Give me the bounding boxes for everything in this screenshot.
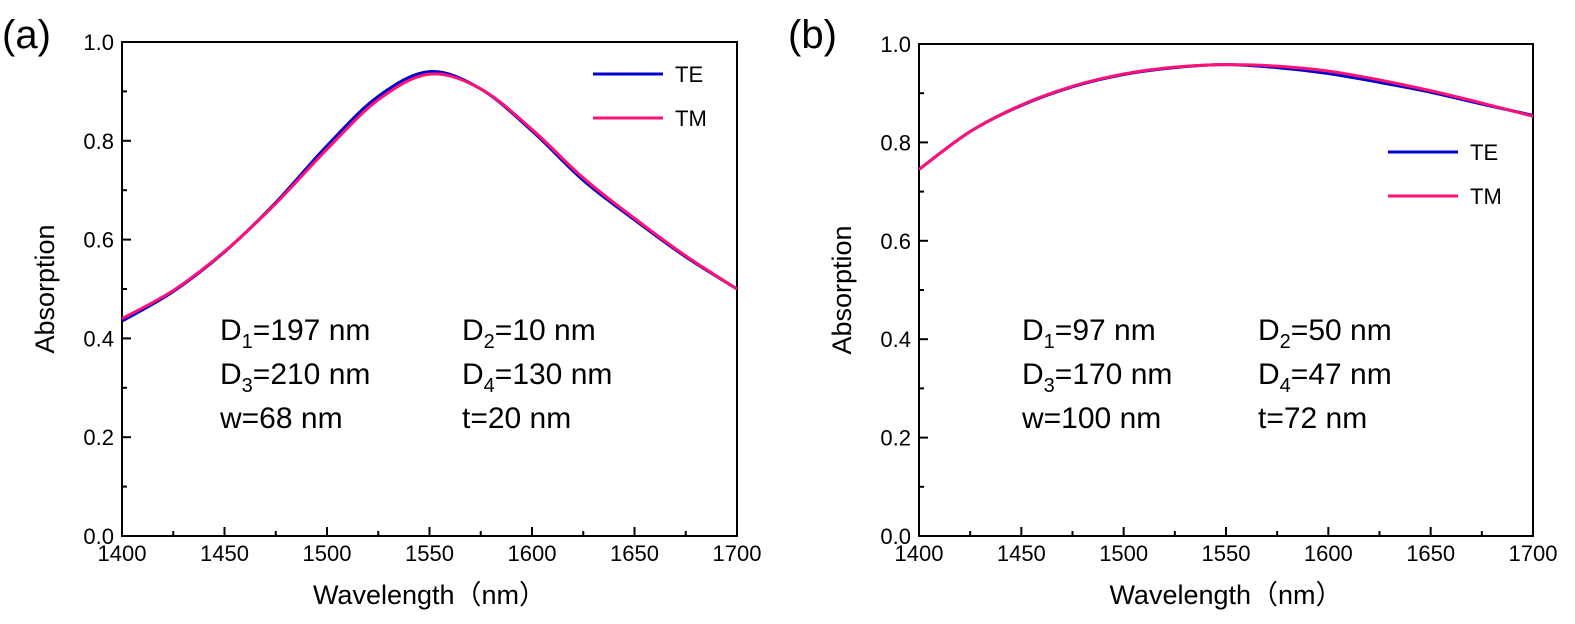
x-tick-label: 1450 [997, 541, 1046, 566]
param-subscript: 3 [1044, 375, 1055, 397]
y-axis-title: Absorption [30, 224, 60, 353]
param-rest: =130 nm [495, 358, 613, 391]
y-tick-label: 0.8 [880, 130, 911, 155]
param-base: D [1022, 314, 1044, 347]
y-tick-label: 0.6 [880, 229, 911, 254]
panel-1: (b) 1400 1450 1500 1550 1600 1650 1700 0.0 0.2 0.4… [788, 13, 1557, 610]
param-rest: =210 nm [253, 358, 371, 391]
x-tick-label: 1600 [1304, 541, 1353, 566]
x-axis-title: Wavelength（nm） [313, 580, 546, 610]
series-line-te [121, 70, 738, 323]
y-axis-title: Absorption [827, 225, 857, 354]
panel-label: (a) [2, 13, 51, 57]
param-base: D [1022, 358, 1044, 391]
param-subscript: 4 [1280, 375, 1291, 397]
param-subscript: 1 [242, 331, 253, 353]
x-tick-label: 1550 [1202, 541, 1251, 566]
param-rest: =50 nm [1291, 314, 1392, 347]
param-base: w=68 nm [219, 402, 343, 435]
x-tick-label: 1700 [713, 541, 762, 566]
series-line-tm [121, 72, 738, 320]
parameter-annotation: w=100 nm [1021, 402, 1161, 435]
panel-label: (b) [788, 13, 837, 57]
param-base: D [462, 314, 484, 347]
y-tick-label: 0.0 [880, 524, 911, 549]
parameter-annotation: D3=170 nm [1022, 358, 1172, 397]
param-rest: =47 nm [1291, 358, 1392, 391]
legend-label-te: TE [675, 62, 703, 87]
parameter-annotation: D3=210 nm [220, 358, 370, 397]
parameter-annotation: D4=130 nm [462, 358, 612, 397]
param-base: w=100 nm [1021, 402, 1161, 435]
param-subscript: 4 [484, 375, 495, 397]
x-axis-title: Wavelength（nm） [1109, 580, 1342, 610]
series-line-tm [918, 63, 1534, 171]
parameter-annotation: D1=97 nm [1022, 314, 1156, 353]
parameter-annotation: t=20 nm [462, 402, 571, 435]
y-tick-label: 0.4 [83, 326, 114, 351]
param-subscript: 2 [484, 331, 495, 353]
y-tick-label: 0.8 [83, 129, 114, 154]
y-tick-label: 1.0 [83, 30, 114, 55]
param-base: t=20 nm [462, 402, 571, 435]
x-tick-label: 1450 [200, 541, 249, 566]
parameter-annotation: D1=197 nm [220, 314, 370, 353]
x-tick-label: 1600 [508, 541, 557, 566]
parameter-annotation: D2=50 nm [1258, 314, 1392, 353]
legend-label-tm: TM [1470, 184, 1502, 209]
param-base: D [220, 314, 242, 347]
param-base: D [1258, 314, 1280, 347]
plot-frame [918, 43, 1534, 537]
x-tick-label: 1700 [1509, 541, 1558, 566]
y-tick-label: 0.2 [83, 425, 114, 450]
param-subscript: 1 [1044, 331, 1055, 353]
param-base: D [220, 358, 242, 391]
legend-label-te: TE [1470, 140, 1498, 165]
param-base: D [462, 358, 484, 391]
y-tick-label: 1.0 [880, 32, 911, 57]
series-line-te [918, 63, 1534, 171]
y-tick-label: 0.2 [880, 426, 911, 451]
param-rest: =197 nm [253, 314, 371, 347]
x-tick-label: 1500 [1099, 541, 1148, 566]
x-tick-label: 1650 [610, 541, 659, 566]
parameter-annotation: D2=10 nm [462, 314, 596, 353]
x-tick-label: 1400 [98, 541, 147, 566]
plot-frame [121, 41, 738, 537]
parameter-annotation: t=72 nm [1258, 402, 1367, 435]
param-rest: =97 nm [1055, 314, 1156, 347]
x-tick-label: 1500 [303, 541, 352, 566]
parameter-annotation: w=68 nm [219, 402, 343, 435]
y-tick-label: 0.0 [83, 524, 114, 549]
y-tick-label: 0.4 [880, 327, 911, 352]
x-tick-label: 1650 [1406, 541, 1455, 566]
param-subscript: 3 [242, 375, 253, 397]
param-base: D [1258, 358, 1280, 391]
x-tick-label: 1400 [895, 541, 944, 566]
y-tick-label: 0.6 [83, 228, 114, 253]
param-rest: =170 nm [1055, 358, 1173, 391]
parameter-annotation: D4=47 nm [1258, 358, 1392, 397]
param-base: t=72 nm [1258, 402, 1367, 435]
panel-0: (a) 1400 1450 1500 1550 1600 1650 1700 0.0 0.2 0.4… [2, 13, 761, 610]
legend-label-tm: TM [675, 106, 707, 131]
param-subscript: 2 [1280, 331, 1291, 353]
param-rest: =10 nm [495, 314, 596, 347]
x-tick-label: 1550 [405, 541, 454, 566]
